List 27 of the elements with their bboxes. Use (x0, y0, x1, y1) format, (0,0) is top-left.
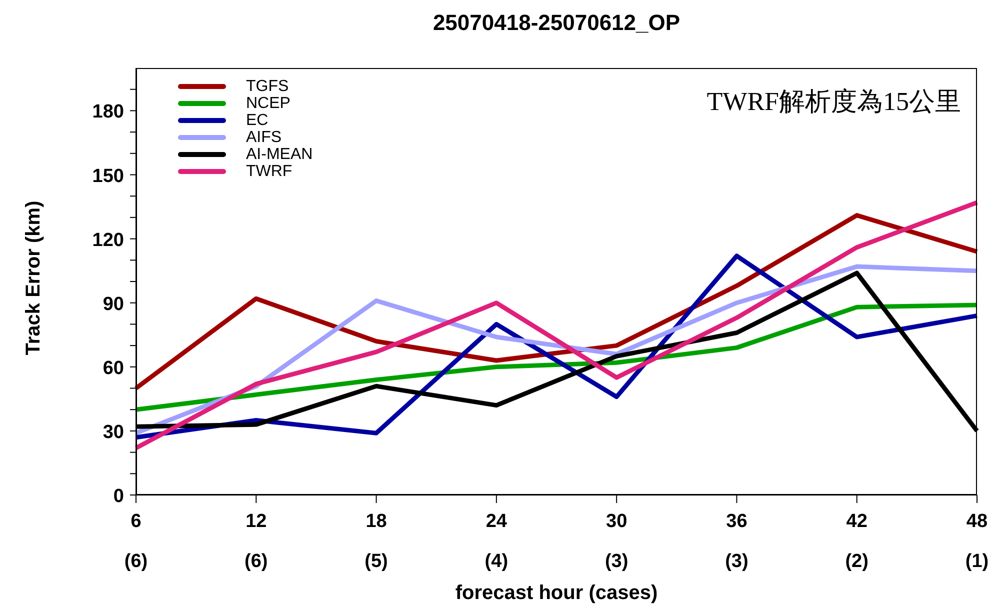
x-tick-label: 12 (6) (244, 511, 268, 572)
legend-label: NCEP (246, 95, 290, 112)
legend-label: TWRF (246, 163, 292, 180)
x-tick-label: 24 (4) (484, 511, 508, 572)
legend-label: AI-MEAN (246, 146, 313, 163)
y-tick-label: 60 (102, 358, 124, 379)
x-tick-label: 48 (1) (965, 511, 989, 572)
annotation: TWRF解析度為15公里 (706, 86, 961, 118)
legend-label: EC (246, 112, 268, 129)
y-tick-label: 120 (92, 230, 124, 251)
y-tick-label: 30 (102, 422, 124, 443)
x-tick-label: 42 (2) (845, 511, 868, 572)
chart-title: 25070418-25070612_OP (432, 10, 682, 36)
y-tick-label: 180 (92, 102, 124, 123)
y-tick-label: 0 (113, 486, 124, 507)
x-tick-label: 36 (3) (725, 511, 748, 572)
y-tick-label: 150 (92, 166, 124, 187)
legend-label: AIFS (246, 129, 282, 146)
line-series (134, 200, 980, 450)
x-tick-label: 30 (3) (604, 511, 628, 572)
legend-label: TGFS (246, 78, 289, 95)
x-tick-label: 6 (6) (124, 511, 148, 572)
x-tick-label: 18 (5) (364, 511, 388, 572)
line-series (134, 213, 980, 390)
y-tick-label: 90 (102, 294, 124, 315)
y-axis-title: Track Error (km) (22, 200, 46, 356)
x-axis-title: forecast hour (cases) (454, 582, 659, 605)
